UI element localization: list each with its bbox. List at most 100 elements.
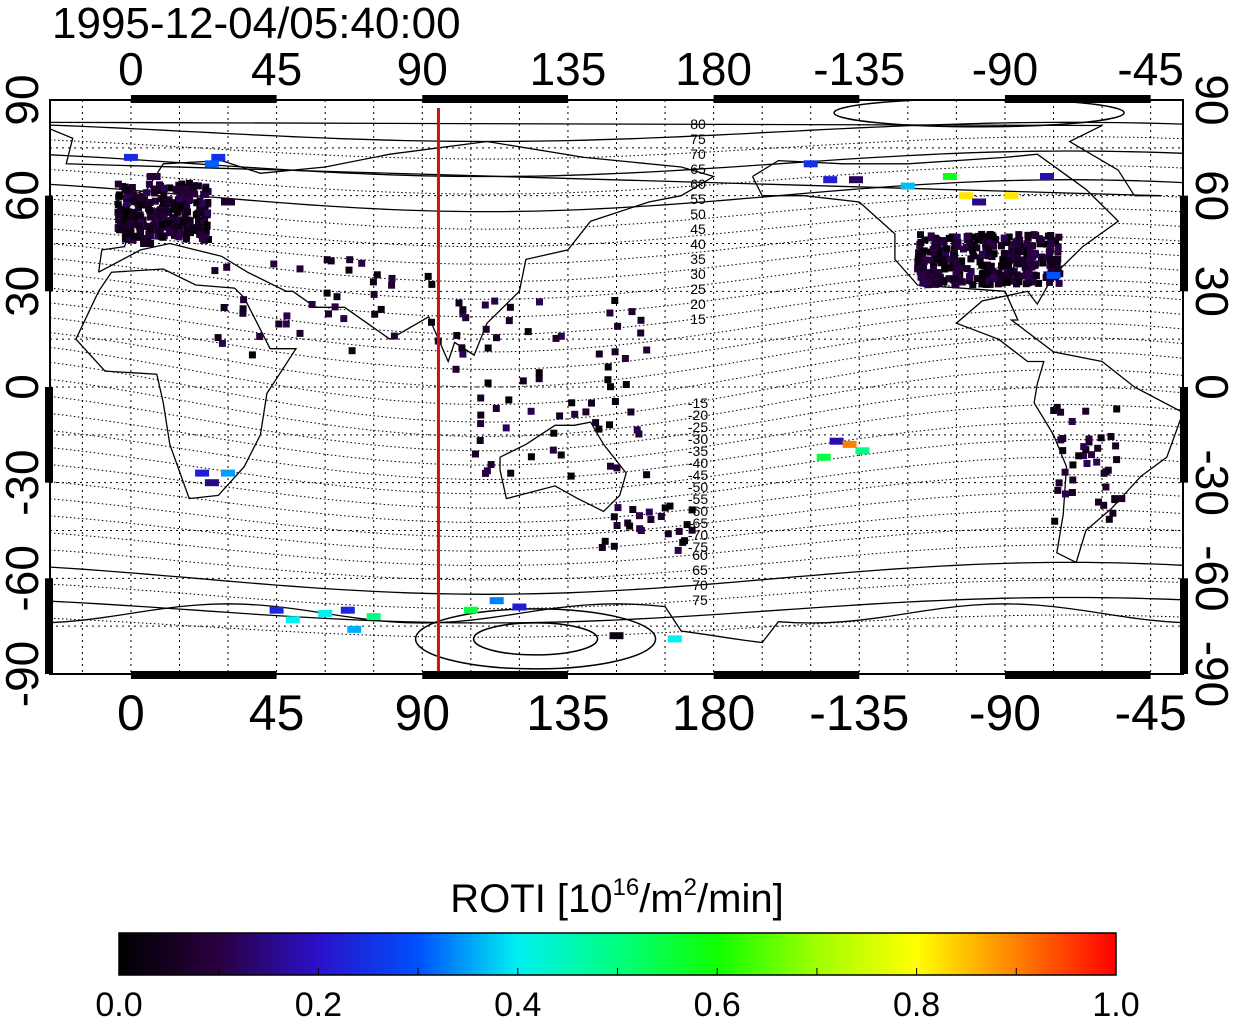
roti-cell [345, 266, 353, 274]
roti-cell [114, 201, 122, 209]
roti-cell [134, 214, 142, 222]
roti-cell [1043, 240, 1051, 248]
roti-cell [1113, 405, 1121, 413]
roti-cell [202, 226, 210, 234]
roti-cell [136, 195, 144, 203]
roti-cell [963, 265, 971, 273]
roti-cell [462, 314, 470, 322]
roti-cell [536, 298, 543, 306]
roti-cell [428, 280, 436, 288]
contour-label: 20 [690, 296, 706, 312]
roti-cell [203, 221, 211, 229]
roti-cell [176, 202, 184, 210]
roti-cell [211, 267, 219, 275]
roti-cell [557, 332, 565, 340]
left-lat-label: 0 [0, 374, 48, 400]
roti-cell [1052, 237, 1060, 245]
roti-cell [159, 200, 167, 208]
roti-cell [970, 252, 978, 260]
roti-cell [458, 344, 466, 352]
left-lat-label: 90 [0, 74, 48, 125]
roti-data-point [816, 453, 831, 461]
colorbar-tick-label: 0.2 [295, 986, 342, 1024]
roti-cell [1030, 231, 1038, 239]
roti-cell [323, 289, 331, 297]
roti-cell [1097, 434, 1105, 442]
roti-cell [358, 259, 366, 267]
roti-cell [296, 265, 304, 273]
roti-cell [196, 205, 204, 212]
roti-cell [176, 195, 184, 203]
roti-cell [614, 504, 622, 512]
right-lat-label: 90 [1186, 74, 1238, 125]
roti-cell [571, 410, 579, 418]
roti-cell [194, 182, 202, 190]
roti-cell [183, 216, 191, 224]
frame-bar [45, 387, 53, 483]
roti-cell [592, 419, 600, 427]
right-latitude-labels: 90 60 30 0 -30 -60 -90 [1186, 74, 1238, 707]
roti-cell [958, 257, 966, 265]
roti-data-point [156, 208, 171, 216]
contour-label: 50 [690, 206, 706, 222]
roti-cell [978, 261, 986, 269]
roti-cell [202, 191, 209, 198]
coastline [499, 421, 627, 513]
frame-bar [45, 578, 53, 674]
roti-cell [195, 217, 202, 224]
magnetic-contour [50, 121, 1183, 143]
roti-data-point [609, 632, 624, 640]
contour-label: 65 [690, 161, 706, 177]
bottom-lon-label: -90 [969, 685, 1041, 741]
roti-cell [1005, 257, 1013, 265]
roti-cell [963, 233, 971, 241]
roti-cell [1003, 278, 1011, 286]
roti-cell [1005, 233, 1013, 241]
roti-data-point [204, 160, 219, 168]
roti-cell [455, 299, 463, 307]
roti-cell [922, 256, 929, 264]
roti-cell [643, 346, 651, 354]
colorbar-tick-label: 0.0 [95, 986, 142, 1024]
roti-cell [990, 273, 998, 281]
contour-label: 60 [692, 547, 708, 563]
roti-cell [595, 425, 603, 433]
contour-label: 40 [690, 236, 706, 252]
roti-cell [1075, 452, 1083, 460]
colorbar-tick-label: 1.0 [1092, 986, 1139, 1024]
roti-data-point [1004, 192, 1019, 200]
roti-cell [325, 310, 332, 318]
roti-cell [614, 322, 622, 330]
left-lat-label: 60 [0, 170, 48, 221]
roti-cell [978, 271, 986, 279]
right-lat-label: -30 [1186, 449, 1238, 515]
roti-cell [502, 424, 510, 432]
roti-cell [1009, 277, 1017, 285]
roti-cell [985, 237, 993, 245]
contour-label: 60 [690, 176, 706, 192]
frame-bar [1004, 95, 1151, 103]
roti-cell [606, 421, 613, 429]
roti-data-point [803, 160, 818, 168]
roti-cell [1085, 435, 1093, 443]
roti-cell [186, 195, 193, 203]
frame-bar [130, 95, 277, 103]
roti-cell [568, 399, 576, 407]
roti-cell [939, 277, 947, 285]
roti-cell [126, 236, 134, 244]
contour-label: -75 [688, 539, 708, 555]
roti-data-point [942, 173, 957, 180]
roti-cell [187, 229, 194, 237]
roti-cell [917, 231, 924, 239]
roti-cell [1061, 468, 1069, 476]
roti-cell [1054, 266, 1062, 274]
roti-cell [175, 216, 183, 224]
roti-data-point [512, 603, 527, 611]
roti-cell [1027, 242, 1035, 250]
roti-cell [550, 429, 558, 437]
contour-label: 30 [690, 266, 706, 282]
roti-cell [556, 412, 564, 420]
roti-data-point [188, 224, 203, 232]
bottom-lon-label: -135 [809, 685, 909, 741]
